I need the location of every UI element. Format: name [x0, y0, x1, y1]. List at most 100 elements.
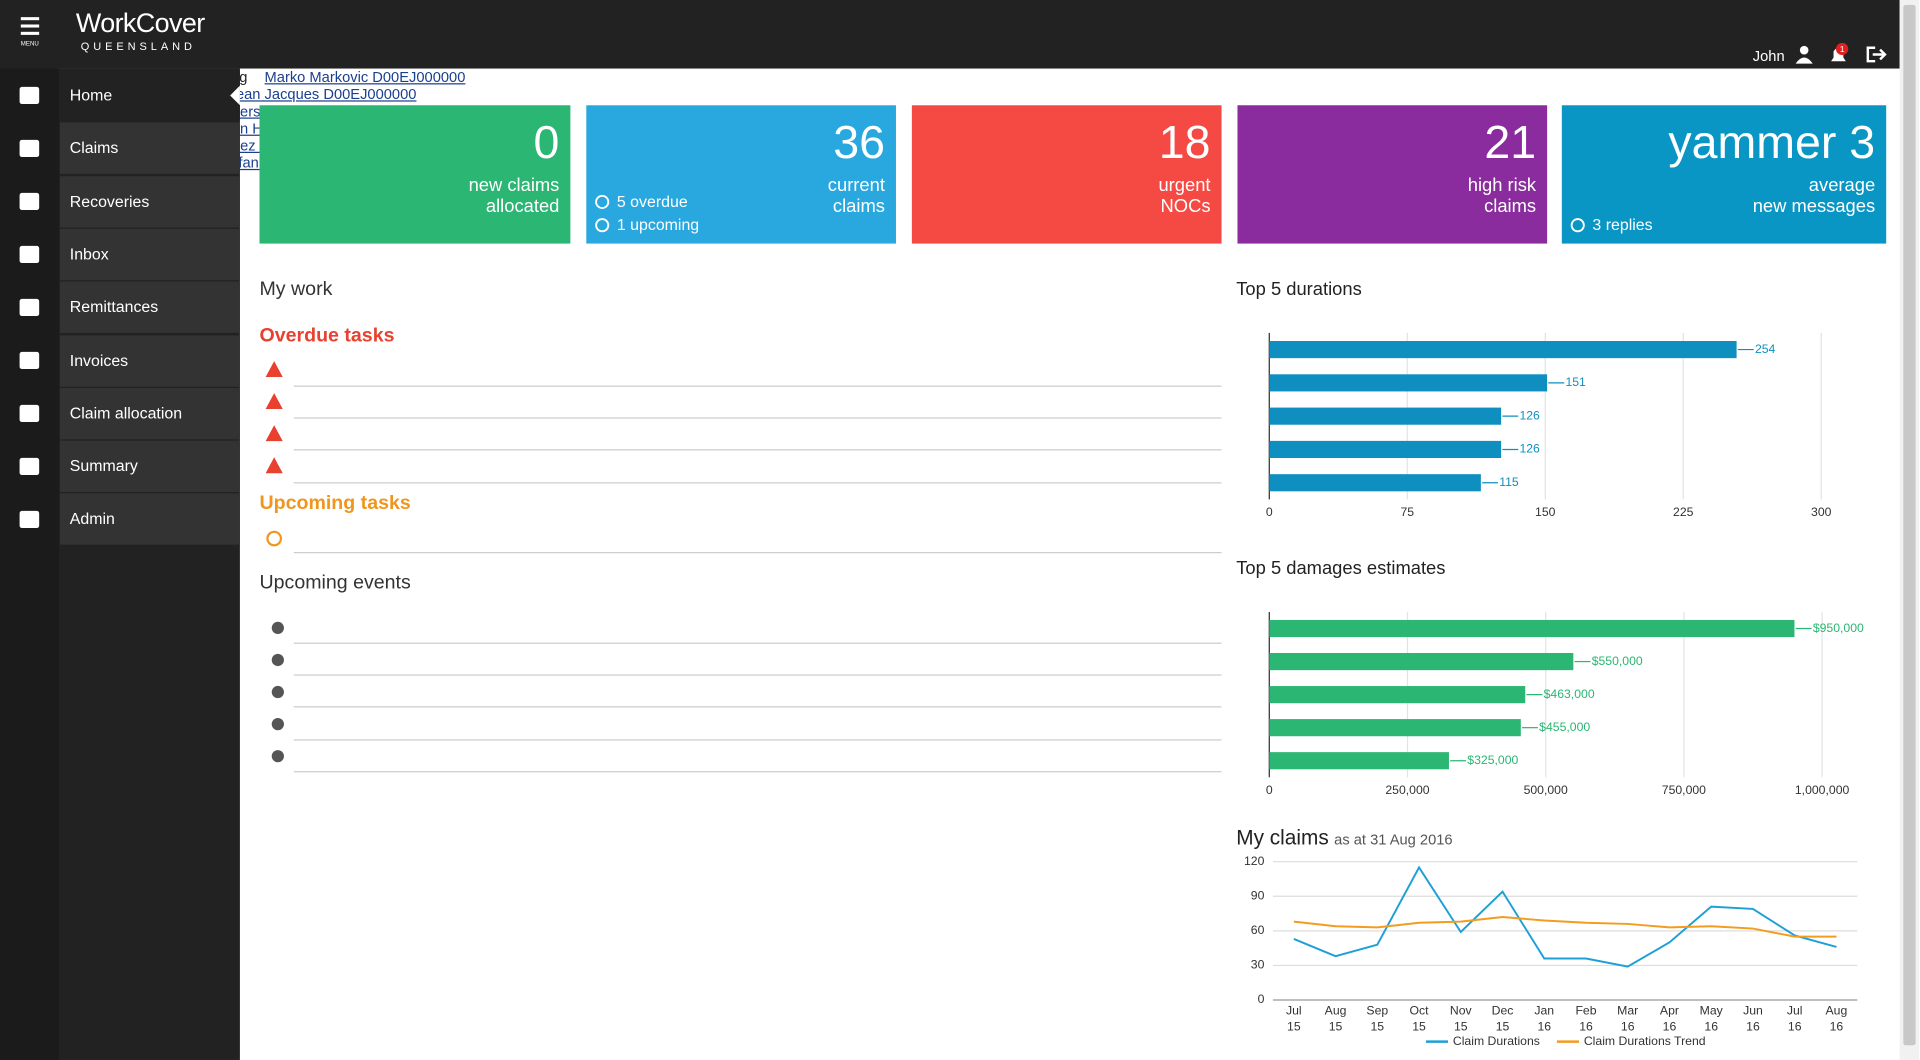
- top-bar: [0, 0, 1900, 69]
- x-tick-label: Mar 16: [1617, 1004, 1639, 1035]
- chart-title: Top 5 durations: [1236, 279, 1362, 300]
- chart-subtitle: as at 31 Aug 2016: [1334, 831, 1453, 849]
- x-tick-label: Oct 15: [1409, 1004, 1429, 1035]
- tile: [1237, 105, 1548, 244]
- nav-item[interactable]: Recoveries: [69, 191, 150, 211]
- nav-item[interactable]: Admin: [69, 509, 115, 529]
- tile-note: 1 upcoming: [616, 215, 700, 234]
- y-tick-label: 60: [1251, 923, 1265, 937]
- tile: [586, 105, 896, 244]
- x-tick-label: 225: [1673, 505, 1694, 519]
- x-tick-label: 150: [1535, 505, 1556, 519]
- claim-link[interactable]: Pierre Jean Jacques D00EJ000000: [185, 85, 417, 103]
- bar: [1269, 374, 1548, 392]
- tile-value: 18: [1158, 117, 1211, 169]
- value-label: $550,000: [1592, 654, 1643, 668]
- row-separator: [293, 481, 1222, 483]
- x-tick-label: 0: [1266, 505, 1273, 519]
- value-label: $463,000: [1544, 687, 1595, 701]
- value-label: $950,000: [1813, 621, 1864, 635]
- nav-item[interactable]: Claims: [69, 138, 119, 158]
- events-title: Upcoming events: [259, 572, 411, 594]
- tile-value: 0: [533, 117, 560, 169]
- bar: [1269, 686, 1526, 704]
- menu-label[interactable]: MENU: [20, 40, 39, 48]
- x-tick-label: Feb 16: [1575, 1004, 1597, 1035]
- nav-item-bg: [59, 493, 240, 546]
- tile: [1561, 105, 1887, 244]
- x-tick-label: 1,000,000: [1795, 783, 1850, 797]
- x-tick-label: May 16: [1699, 1004, 1723, 1035]
- nav-item-bg: [59, 228, 240, 281]
- nav-item[interactable]: Invoices: [69, 350, 129, 370]
- x-tick-label: 750,000: [1662, 783, 1706, 797]
- tile-label: claims: [1484, 195, 1537, 217]
- warning-icon: [265, 361, 283, 377]
- value-label: 115: [1499, 475, 1519, 489]
- logo-sub: QUEENSLAND: [80, 40, 196, 53]
- x-tick-label: Jun 16: [1743, 1004, 1763, 1035]
- nav-item[interactable]: Inbox: [69, 244, 109, 264]
- x-tick-label: Jul 16: [1786, 1004, 1803, 1035]
- task-row: Compliance Response is approachingMarko …: [0, 69, 1919, 86]
- y-tick-label: 30: [1251, 958, 1265, 972]
- y-tick-label: 90: [1251, 889, 1265, 903]
- event-bullet: [271, 717, 284, 731]
- nav-item-bg: [59, 440, 240, 493]
- nav-item-bg: [59, 69, 240, 122]
- tile-label: NOCs: [1160, 195, 1211, 217]
- tile-value: 36: [833, 117, 885, 169]
- y-tick-label: 0: [1258, 992, 1265, 1006]
- event-bullet: [271, 750, 284, 763]
- bar: [1269, 752, 1449, 770]
- x-tick-label: 500,000: [1524, 783, 1568, 797]
- section-title: My work: [259, 279, 333, 300]
- x-tick-label: Aug 15: [1324, 1004, 1347, 1035]
- row-separator: [293, 417, 1222, 419]
- clock-icon: [266, 530, 283, 547]
- row-separator: [293, 642, 1222, 644]
- legend-label: Claim Durations: [1453, 1034, 1540, 1048]
- row-separator: [293, 449, 1222, 451]
- user-name[interactable]: John: [1752, 47, 1785, 65]
- value-label: $325,000: [1467, 753, 1518, 767]
- x-tick-label: Dec 15: [1491, 1004, 1514, 1035]
- nav-item[interactable]: Summary: [69, 456, 138, 476]
- tile-label: claims: [832, 195, 885, 217]
- x-tick-label: Aug 16: [1825, 1004, 1848, 1035]
- logo: WorkCover: [75, 7, 205, 38]
- row-separator: [293, 552, 1222, 554]
- chart-title: My claims: [1236, 826, 1329, 850]
- row-separator: [293, 706, 1222, 708]
- tile-label: new claims: [468, 175, 560, 196]
- nav-item[interactable]: Home: [69, 85, 113, 105]
- overdue-title: Overdue tasks: [259, 325, 395, 347]
- tile-note: 5 overdue: [616, 192, 688, 211]
- nav-item-bg: [59, 387, 240, 440]
- event-bullet: [271, 653, 284, 667]
- claim-link[interactable]: Marko Markovic D00EJ000000: [264, 68, 466, 86]
- nav-item[interactable]: Claim allocation: [69, 403, 183, 423]
- x-tick-label: 250,000: [1385, 783, 1429, 797]
- x-tick-label: Nov 15: [1449, 1004, 1472, 1035]
- value-label: 151: [1565, 375, 1586, 389]
- nav-item-bg: [59, 334, 240, 387]
- scroll-thumb: [1903, 4, 1916, 1046]
- row-separator: [293, 385, 1222, 387]
- tile-note: 3 replies: [1592, 215, 1653, 234]
- nav-item[interactable]: Remittances: [69, 297, 159, 317]
- tile-label: allocated: [485, 195, 560, 217]
- x-tick-label: 75: [1400, 505, 1414, 519]
- tile-value: 21: [1484, 117, 1537, 169]
- row-separator: [293, 770, 1222, 773]
- bar: [1269, 407, 1502, 425]
- value-label: 126: [1519, 408, 1540, 422]
- x-tick-label: 300: [1811, 505, 1832, 519]
- series-line: [1293, 916, 1837, 938]
- bar: [1269, 474, 1481, 492]
- tile-label: urgent: [1158, 175, 1211, 196]
- row-separator: [293, 674, 1222, 676]
- tile-label: high risk: [1467, 175, 1537, 196]
- bar: [1269, 653, 1574, 671]
- event-bullet: [271, 621, 284, 635]
